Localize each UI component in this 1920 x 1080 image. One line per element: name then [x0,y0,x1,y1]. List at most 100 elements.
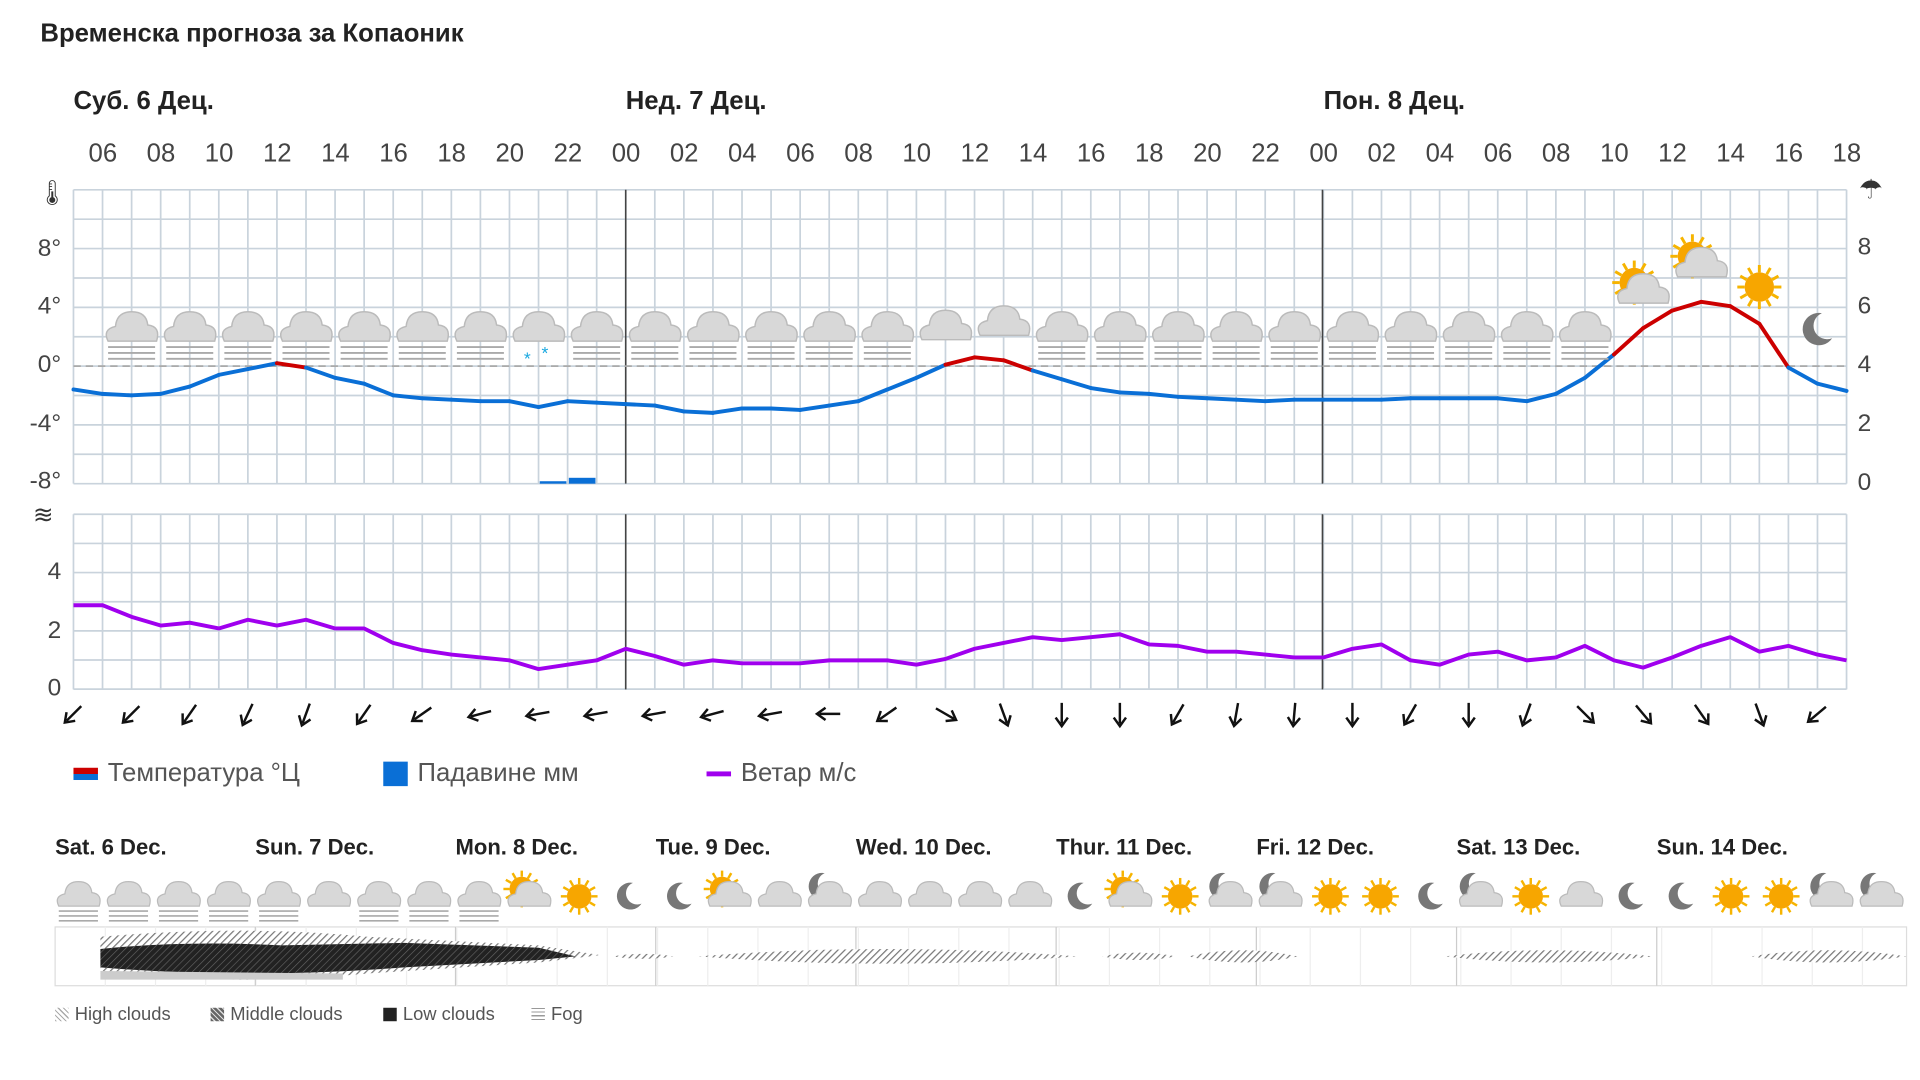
wind-arrow-icon [121,705,141,725]
sun-ray [1741,901,1748,907]
wind-tick-label: 4 [47,558,62,586]
temperature-segment [1146,391,1180,399]
temperature-segment [681,409,715,415]
sun-ray [1765,299,1772,307]
wind-arrow-icon [1806,705,1827,724]
sun-ray [1786,879,1792,887]
hour-label: 20 [1193,139,1222,168]
sun-ray [1791,901,1798,907]
wind-arrow-icon [875,706,898,723]
sun-ray [1385,879,1391,887]
cloud-fog-icon [1558,311,1612,360]
hour-label: 18 [1832,139,1862,168]
arrow-head [875,710,888,723]
arrow-shaft [1635,704,1651,723]
sun-ray [1313,886,1321,892]
temperature-segment [1495,396,1529,404]
sun-disc [1718,884,1744,909]
cloud-shape [1008,881,1053,907]
sun-ray [1720,879,1727,887]
cloud-icon [1008,881,1053,907]
temperature-segment [594,400,628,407]
arrow-shaft [586,710,608,717]
arrow-head [1461,716,1476,729]
legend-label: Ветар м/с [740,759,857,788]
hour-label: 14 [1716,139,1745,168]
legend-precipitation: Падавине мм [383,759,579,788]
temperature-segment [1176,394,1210,401]
hour-label: 10 [1600,139,1629,168]
cloud-shape [1093,311,1147,342]
hour-label: 08 [1541,139,1571,168]
wind-tick-label: 0 [47,674,62,702]
legend-low-clouds: Low clouds [383,1004,495,1025]
middle-clouds-band [1444,950,1654,963]
temperature-segment [71,387,105,396]
cloud-fog-icon [861,311,915,360]
sun-ray [711,872,718,879]
temperature-segment [827,399,861,408]
wind-arrow-icon [297,703,312,728]
arrow-head [1640,712,1653,725]
sun-cloud-icon [703,870,752,908]
cloud-fog-icon [745,311,798,360]
temperature-segment [1815,381,1849,393]
legend-label: Падавине мм [417,759,579,788]
cloud-shape [1384,311,1438,342]
sun-ray [1739,274,1748,281]
cloud-fog-icon [357,881,402,922]
arrow-shaft [1693,704,1708,723]
sun-ray [1390,901,1398,907]
umbrella-icon: ☂ [1858,173,1883,205]
fog-band [100,971,343,980]
temperature-segment [885,375,919,392]
hour-label: 08 [844,139,873,168]
wind-arrow-icon [756,707,783,722]
cloud-fog-icon [163,311,217,360]
arrow-head [1754,714,1768,728]
hour-label: 12 [960,139,990,168]
moon-cloud-icon [1859,872,1904,907]
sun-ray [1190,886,1197,892]
cloud-shape [257,881,302,907]
moon-icon [616,882,642,910]
cloud-fog-icon [1384,311,1438,360]
cloud-shape [512,311,566,342]
cloud-shape [163,311,217,342]
cloud-shape [1559,881,1604,907]
sun-icon [1737,264,1782,310]
cloud-shape [1108,881,1153,907]
sun-disc [1167,884,1193,909]
temperature-segment [943,355,977,367]
temperature-segment [798,403,832,412]
wind-arrow-icon [239,703,254,727]
hour-label: 10 [902,139,932,168]
cloud-fog-icon [206,881,251,922]
moon-cloud-icon [807,872,852,907]
precip-swatch [383,761,408,787]
week-day-label: Sat. 13 Dec. [1456,835,1581,860]
moon-shape [1860,872,1885,900]
cloud-icon [958,881,1003,907]
sun-icon [1762,877,1800,915]
cloud-fog-icon [1442,311,1496,360]
sun-ray [1720,906,1727,913]
arrow-shaft [1754,703,1764,724]
moon-shape [616,882,642,910]
swatch [55,1007,69,1022]
sun-ray [1169,879,1176,887]
arrow-shaft [935,707,955,720]
moon-shape [1668,882,1694,910]
week-day-label: Sat. 6 Dec. [55,835,167,860]
sun-ray [1614,270,1623,277]
arrow-shaft [761,710,783,717]
arrow-shaft [183,704,198,723]
cloud-fog-icon [280,311,333,360]
arrow-shaft [65,705,83,722]
cloud-fog-icon [221,311,275,360]
cloud-fog-icon [457,881,502,922]
temperature-segment [565,399,599,405]
y-tick-label: -8° [29,468,62,496]
week-day-label: Tue. 9 Dec. [655,835,771,860]
arrow-shaft [1233,702,1240,724]
